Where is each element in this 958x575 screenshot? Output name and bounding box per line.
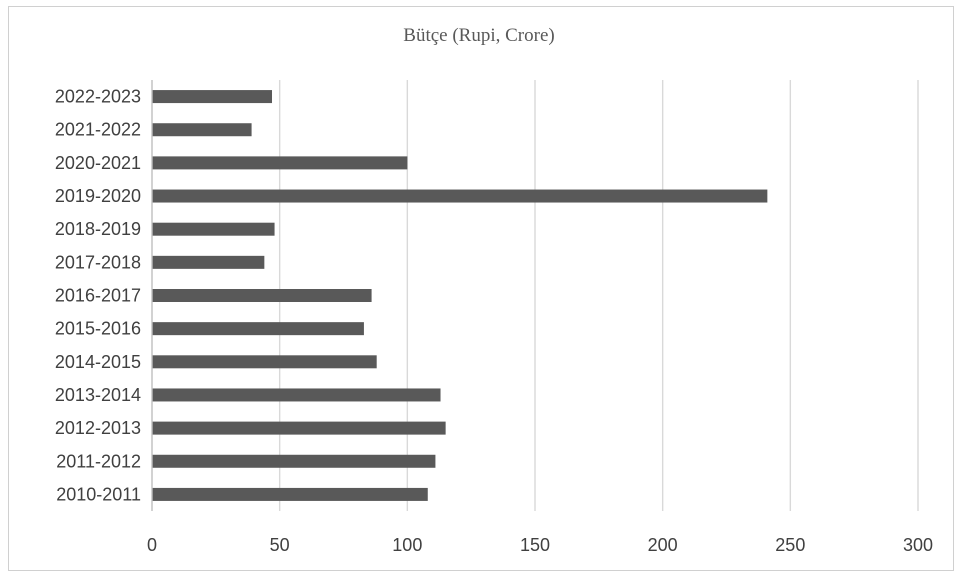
y-tick-label: 2010-2011	[56, 484, 141, 504]
y-tick-label: 2012-2013	[55, 418, 141, 438]
bar	[152, 454, 436, 468]
x-tick-label: 100	[392, 535, 422, 555]
bar	[152, 189, 768, 203]
x-tick-label: 50	[270, 535, 290, 555]
bar	[152, 388, 441, 402]
y-tick-label: 2016-2017	[55, 286, 141, 306]
x-tick-label: 0	[147, 535, 157, 555]
y-tick-label: 2011-2012	[56, 451, 141, 471]
y-tick-label: 2014-2015	[55, 352, 141, 372]
bar	[152, 222, 275, 236]
chart-title: Bütçe (Rupi, Crore)	[403, 25, 555, 46]
x-tick-label: 250	[775, 535, 805, 555]
y-tick-label: 2013-2014	[55, 385, 141, 405]
y-tick-label: 2017-2018	[55, 252, 141, 272]
tick-labels: 0 50 100 150 200 250 300 2010-2011 2011-2012 2012…	[55, 87, 933, 555]
gridlines	[278, 80, 919, 511]
x-tick-label: 200	[648, 535, 678, 555]
bar	[152, 123, 252, 137]
y-tick-label: 2018-2019	[55, 219, 141, 239]
bar	[152, 355, 377, 369]
y-tick-label: 2020-2021	[55, 153, 141, 173]
y-tick-label: 2019-2020	[55, 186, 141, 206]
y-tick-label: 2021-2022	[55, 120, 141, 140]
bar	[152, 255, 265, 269]
x-tick-label: 300	[903, 535, 933, 555]
y-tick-label: 2015-2016	[55, 319, 141, 339]
x-tick-label: 150	[520, 535, 550, 555]
bar	[152, 322, 364, 336]
bar	[152, 90, 273, 104]
bars	[152, 90, 768, 501]
y-tick-label: 2022-2023	[55, 87, 141, 107]
bar	[152, 289, 372, 302]
bar	[152, 156, 408, 170]
bar	[152, 421, 446, 435]
bar	[152, 487, 428, 501]
